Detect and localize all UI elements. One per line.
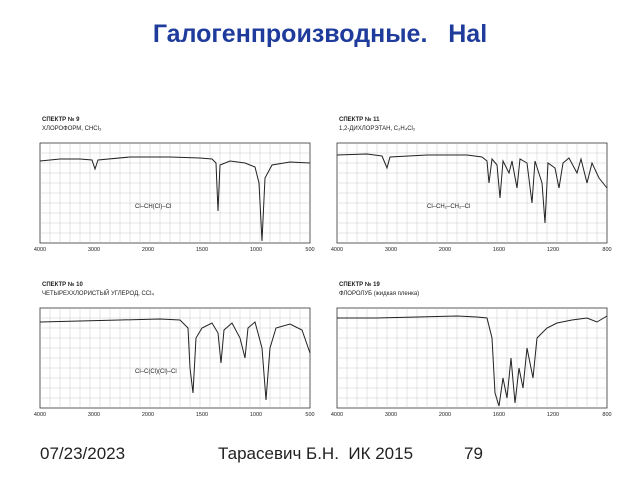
x-tick-label: 1200 xyxy=(547,247,559,253)
footer-author: Тарасевич Б.Н. ИК 2015 xyxy=(218,444,414,463)
x-tick-label: 500 xyxy=(305,247,314,253)
spectrum-number: СПЕКТР № 10 xyxy=(42,281,83,288)
x-tick-label: 1600 xyxy=(493,412,505,418)
x-tick-label: 3000 xyxy=(88,412,100,418)
x-tick-label: 800 xyxy=(602,247,611,253)
x-tick-label: 3000 xyxy=(88,247,100,253)
spectra: СПЕКТР № 19 ФЛОРОЛУБ (жидкая пленка) 4000 3… xyxy=(34,116,612,418)
trace-group xyxy=(39,153,608,407)
x-tick-label: 4000 xyxy=(331,247,343,253)
spectrum-number: СПЕКТР № 19 xyxy=(339,281,380,288)
x-tick-label: 2000 xyxy=(142,247,154,253)
spectrum-compound: ХЛОРОФОРМ, CHCl₃ xyxy=(42,126,102,132)
spectrum-number: СПЕКТР № 9 xyxy=(42,116,80,123)
x-tick-label: 4000 xyxy=(331,412,343,418)
spectrum-panel: СПЕКТР № 11 1,2-ДИХЛОРЭТАН, C₂H₄Cl₂ 4000 30… xyxy=(331,116,612,253)
x-tick-label: 1000 xyxy=(250,412,262,418)
spectrum-panel: СПЕКТР № 9 ХЛОРОФОРМ, CHCl₃ 4000 3000 2000 15… xyxy=(34,116,315,253)
x-tick-label: 2000 xyxy=(439,247,451,253)
x-tick-label: 2000 xyxy=(142,412,154,418)
spectrum-panel: СПЕКТР № 19 ФЛОРОЛУБ (жидкая пленка) 4000 3… xyxy=(331,281,612,418)
spectrum-number: СПЕКТР № 11 xyxy=(339,116,380,123)
structural-formula: Cl–CH₂–CH₂–Cl xyxy=(427,204,470,210)
x-tick-label: 4000 xyxy=(34,247,46,253)
x-tick-label: 1200 xyxy=(547,412,559,418)
x-tick-label: 3000 xyxy=(385,412,397,418)
x-tick-label: 1500 xyxy=(196,247,208,253)
footer-date: 07/23/2023 xyxy=(40,444,126,463)
spectrum-compound: 1,2-ДИХЛОРЭТАН, C₂H₄Cl₂ xyxy=(339,126,416,132)
x-tick-label: 1500 xyxy=(196,412,208,418)
x-tick-label: 3000 xyxy=(385,247,397,253)
spectrum-trace xyxy=(336,153,608,224)
x-tick-label: 4000 xyxy=(34,412,46,418)
structural-formula: Cl–C(Cl)(Cl)–Cl xyxy=(135,369,177,375)
x-tick-label: 500 xyxy=(305,412,314,418)
spectrum-trace xyxy=(39,318,311,401)
spectrum-compound: ФЛОРОЛУБ (жидкая пленка) xyxy=(339,291,419,297)
x-tick-label: 1000 xyxy=(250,247,262,253)
slide-title: Галогенпроизводные. Hal xyxy=(152,20,488,48)
spectrum-trace xyxy=(39,156,311,242)
spectrum-trace xyxy=(337,315,608,407)
x-tick-label: 1600 xyxy=(493,247,505,253)
footer-page: 79 xyxy=(464,444,483,463)
x-tick-label: 800 xyxy=(602,412,611,418)
x-tick-label: 2000 xyxy=(439,412,451,418)
spectrum-compound: ЧЕТЫРЕХХЛОРИСТЫЙ УГЛЕРОД, CCl₄ xyxy=(42,289,154,297)
structural-formula: Cl–CH(Cl)–Cl xyxy=(135,204,171,210)
